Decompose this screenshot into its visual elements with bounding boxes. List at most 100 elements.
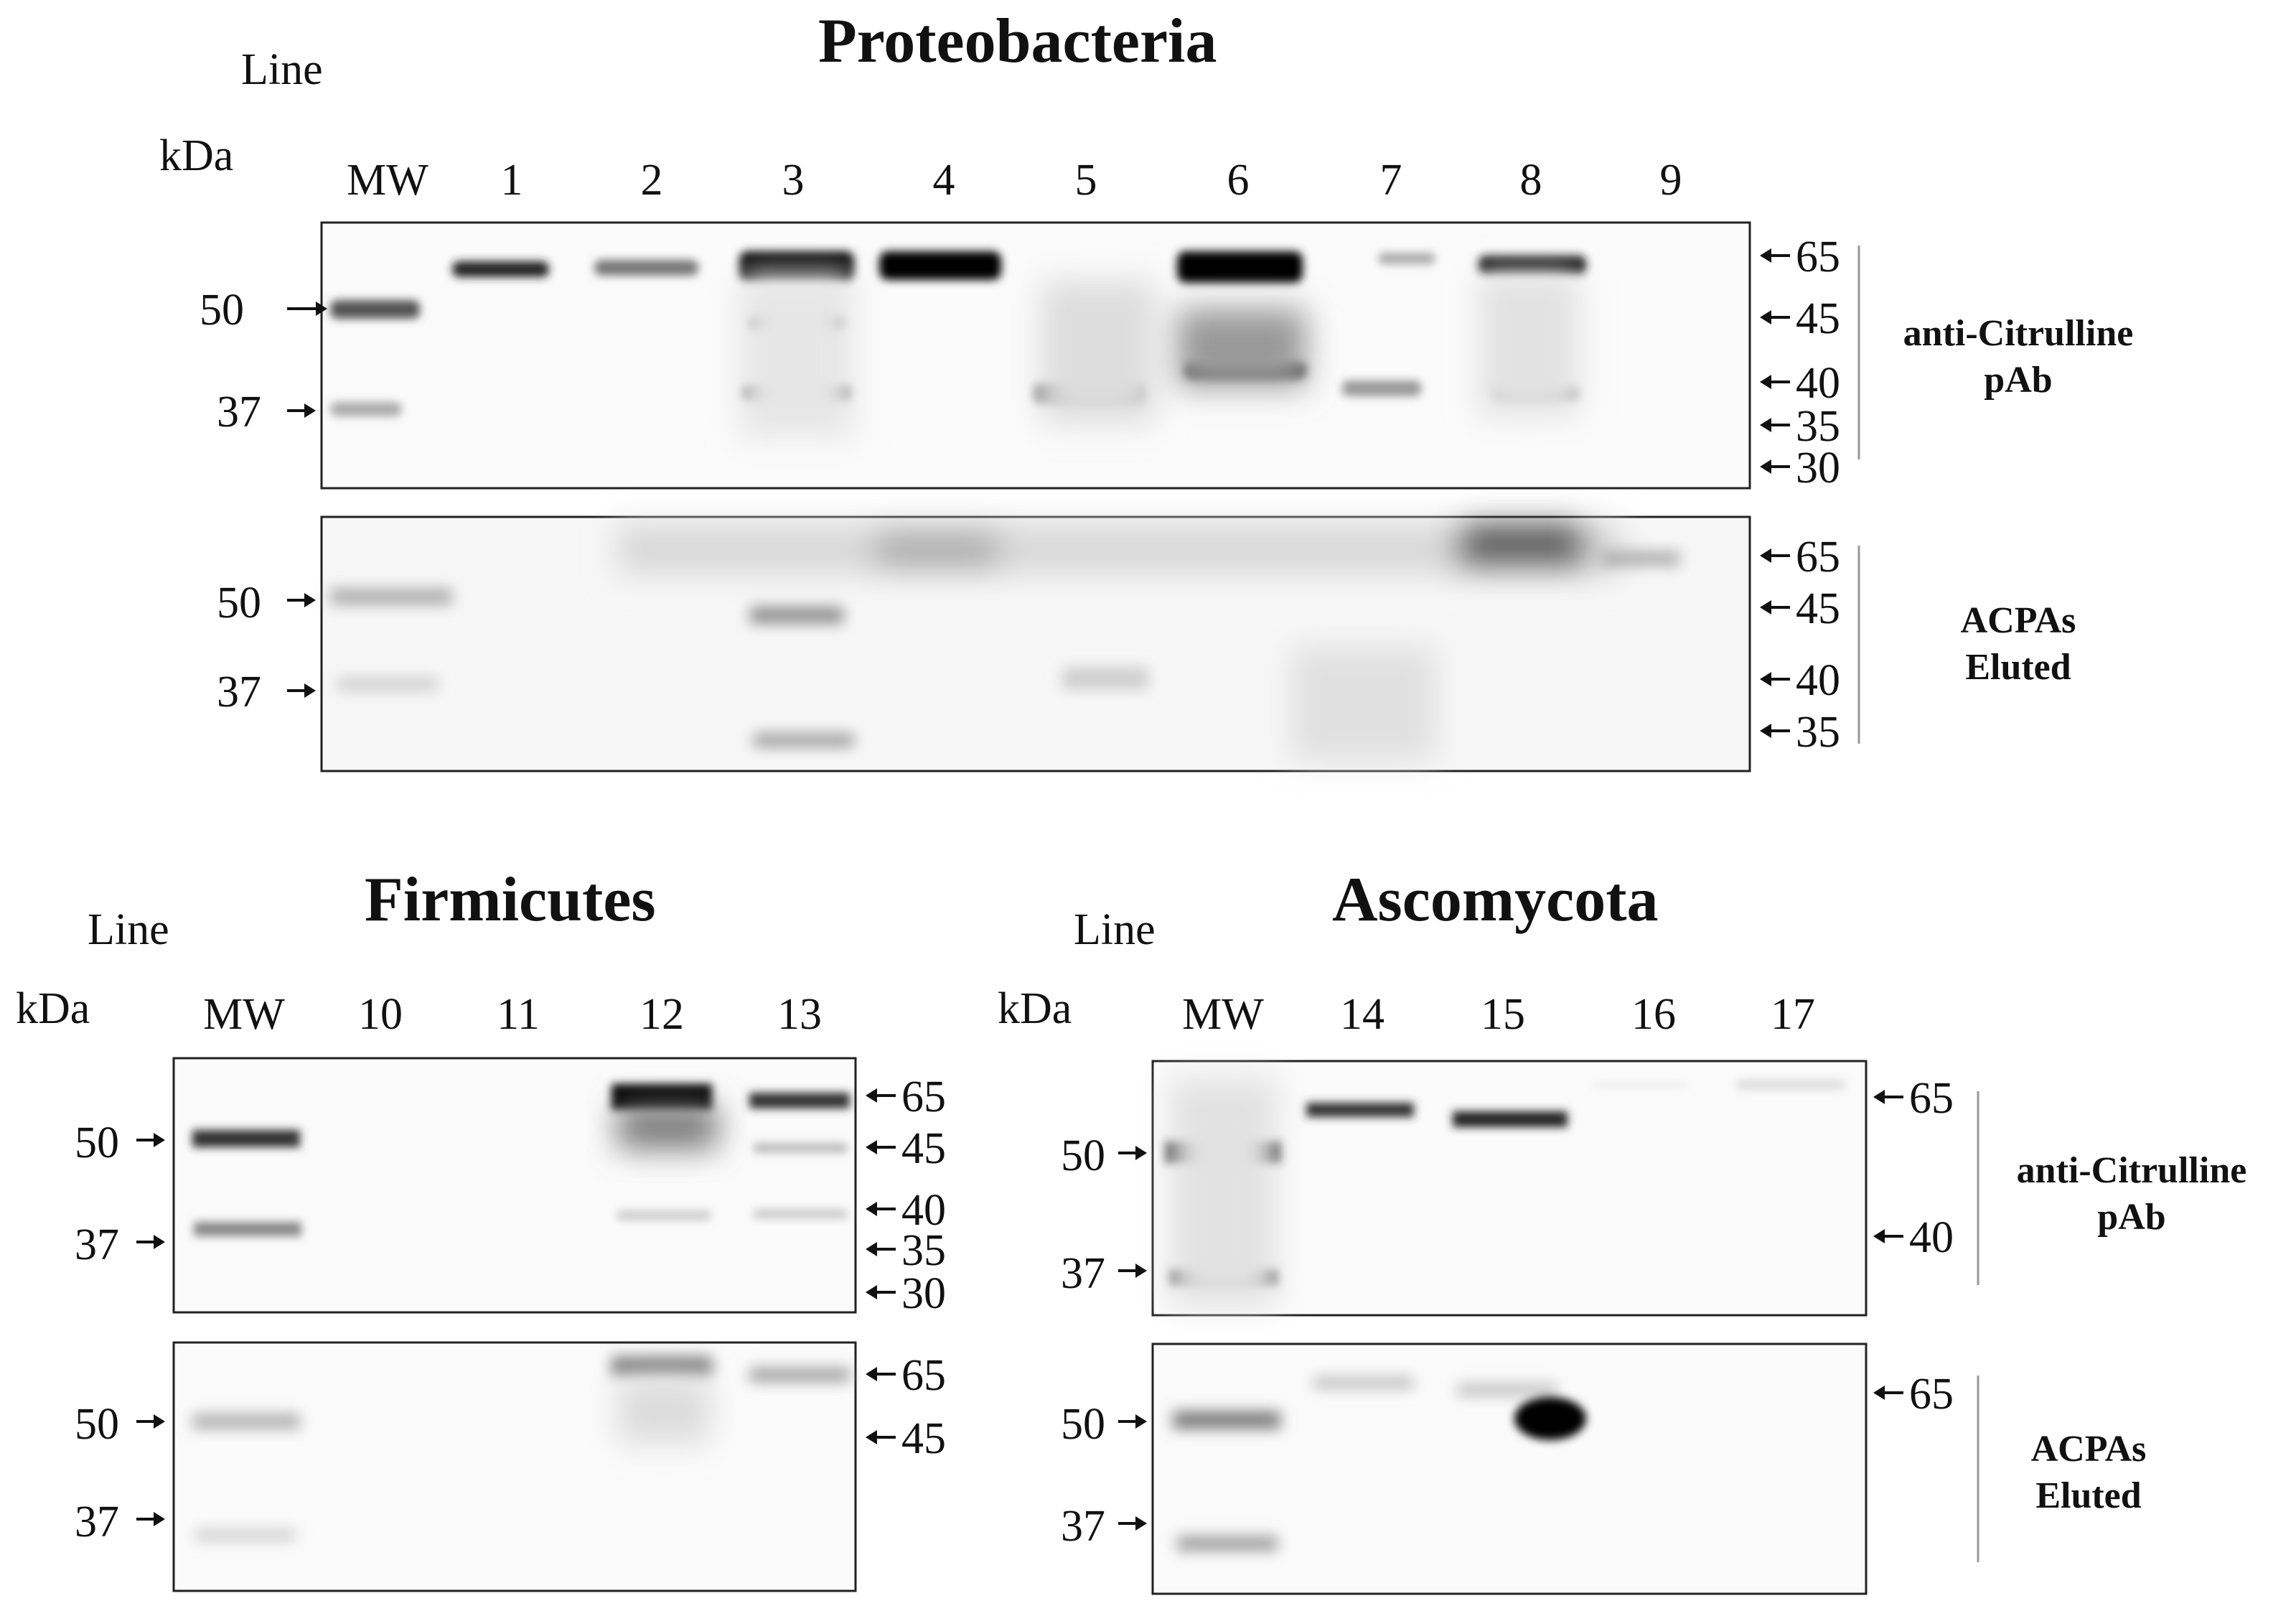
marker-label: 40	[1909, 1213, 1954, 1262]
marker-label: 65	[901, 1351, 946, 1400]
marker-label: 50	[200, 286, 244, 335]
panel-label-line: Eluted	[2035, 1475, 2142, 1516]
band	[1378, 253, 1435, 264]
firmicutes-line-label: Line	[88, 905, 169, 954]
smear	[617, 524, 1622, 574]
marker-label: 65	[1796, 233, 1840, 281]
marker-label: 35	[1796, 708, 1840, 757]
lane-label: 17	[1771, 990, 1815, 1039]
firmicutes-kda-label: kDa	[16, 984, 90, 1033]
band	[330, 589, 452, 604]
panel-label-line: ACPAs	[1960, 600, 2076, 641]
marker-label: 40	[901, 1186, 946, 1235]
band	[594, 260, 698, 276]
band	[754, 734, 854, 747]
marker-label: 37	[217, 388, 261, 436]
marker-label: 50	[75, 1400, 119, 1449]
smear	[617, 1378, 711, 1443]
marker-label: 65	[1909, 1074, 1954, 1123]
lane-label: 13	[777, 990, 822, 1039]
lane-label: MW	[347, 156, 428, 205]
lane-label: 1	[500, 156, 523, 205]
smear	[1457, 524, 1586, 567]
lane-label: 4	[932, 156, 955, 205]
ascomycota-kda-label: kDa	[998, 984, 1072, 1033]
smear	[1041, 280, 1156, 424]
band	[194, 1222, 301, 1236]
band	[1593, 1081, 1687, 1088]
marker-label: 40	[1796, 359, 1840, 408]
smear	[739, 273, 854, 438]
lane-label: 7	[1379, 156, 1402, 205]
marker-label: 50	[217, 579, 261, 627]
ascomycota-title: Ascomycota	[1332, 865, 1659, 935]
marker-label: 50	[1061, 1131, 1105, 1180]
lane-label: 10	[358, 990, 403, 1039]
marker-label: 45	[1796, 584, 1840, 633]
marker-label: 35	[901, 1226, 946, 1275]
proteobacteria-acpas-eluted-blot: 50 37 65 45 40 35	[217, 515, 1860, 772]
firmicutes-acpas-eluted-blot: 50 37 65 45	[75, 1341, 946, 1592]
lane-label: 12	[639, 990, 684, 1039]
band	[617, 1210, 711, 1220]
firmicutes-title: Firmicutes	[365, 865, 656, 935]
smear	[1177, 309, 1306, 388]
band	[337, 678, 438, 691]
band	[1457, 1384, 1557, 1396]
marker-label: 37	[1061, 1502, 1105, 1551]
marker-label: 65	[901, 1073, 946, 1121]
band	[1062, 668, 1148, 689]
smear	[1292, 646, 1435, 761]
band	[1601, 551, 1679, 566]
lane-label: MW	[203, 990, 285, 1039]
marker-label: 65	[1796, 533, 1840, 582]
band	[192, 1130, 300, 1147]
lane-label: MW	[1182, 990, 1264, 1039]
band	[1342, 380, 1421, 396]
panel-label-line: pAb	[2097, 1197, 2166, 1238]
lane-label: 3	[782, 156, 805, 205]
proteobacteria-title: Proteobacteria	[818, 6, 1217, 76]
panel-label-line: anti-Citrulline	[2016, 1150, 2247, 1191]
proteobacteria-top-panel-label: anti-Citrulline pAb	[1875, 310, 2162, 403]
lane-label: 2	[640, 156, 663, 205]
ascomycota-top-panel-label: anti-Citrulline pAb	[1981, 1147, 2282, 1241]
marker-label: 45	[1796, 294, 1840, 343]
marker-label: 50	[1061, 1400, 1105, 1449]
lane-label: 8	[1519, 156, 1542, 205]
lane-label: 5	[1074, 156, 1097, 205]
band	[750, 607, 843, 623]
band	[1313, 1377, 1414, 1388]
band	[330, 300, 420, 319]
marker-label: 30	[901, 1269, 946, 1318]
band	[749, 1368, 850, 1381]
panel-label-line: Eluted	[1965, 647, 2071, 688]
marker-label: 35	[1796, 402, 1840, 451]
band	[749, 1093, 850, 1108]
marker-label: 45	[901, 1124, 946, 1173]
band	[1453, 1111, 1568, 1127]
marker-label: 50	[75, 1119, 119, 1167]
marker-label: 37	[75, 1498, 119, 1546]
marker-label: 30	[1796, 444, 1840, 492]
smear	[876, 531, 998, 567]
proteobacteria-kda-label: kDa	[159, 131, 234, 180]
marker-label: 37	[217, 668, 261, 716]
panel-label-line: ACPAs	[2030, 1429, 2147, 1470]
marker-label: 37	[1061, 1249, 1105, 1298]
band	[754, 1209, 847, 1219]
lane-label: 16	[1631, 990, 1676, 1039]
band	[1173, 1411, 1280, 1429]
ascomycota-bottom-panel-label: ACPAs Eluted	[1981, 1426, 2196, 1519]
proteobacteria-bottom-panel-label: ACPAs Eluted	[1875, 597, 2162, 691]
smear	[1170, 1077, 1278, 1307]
lane-label: 11	[497, 990, 540, 1039]
band	[1479, 256, 1586, 274]
firmicutes-anti-citrulline-blot: 50 37 65 45 40 35 30	[75, 1057, 946, 1318]
proteobacteria-anti-citrulline-blot: 50 37 65 45 40 35 30	[200, 221, 1860, 492]
panel-label-line: pAb	[1984, 360, 2053, 401]
band	[879, 251, 1001, 280]
band	[754, 1143, 847, 1153]
band	[612, 1357, 712, 1376]
